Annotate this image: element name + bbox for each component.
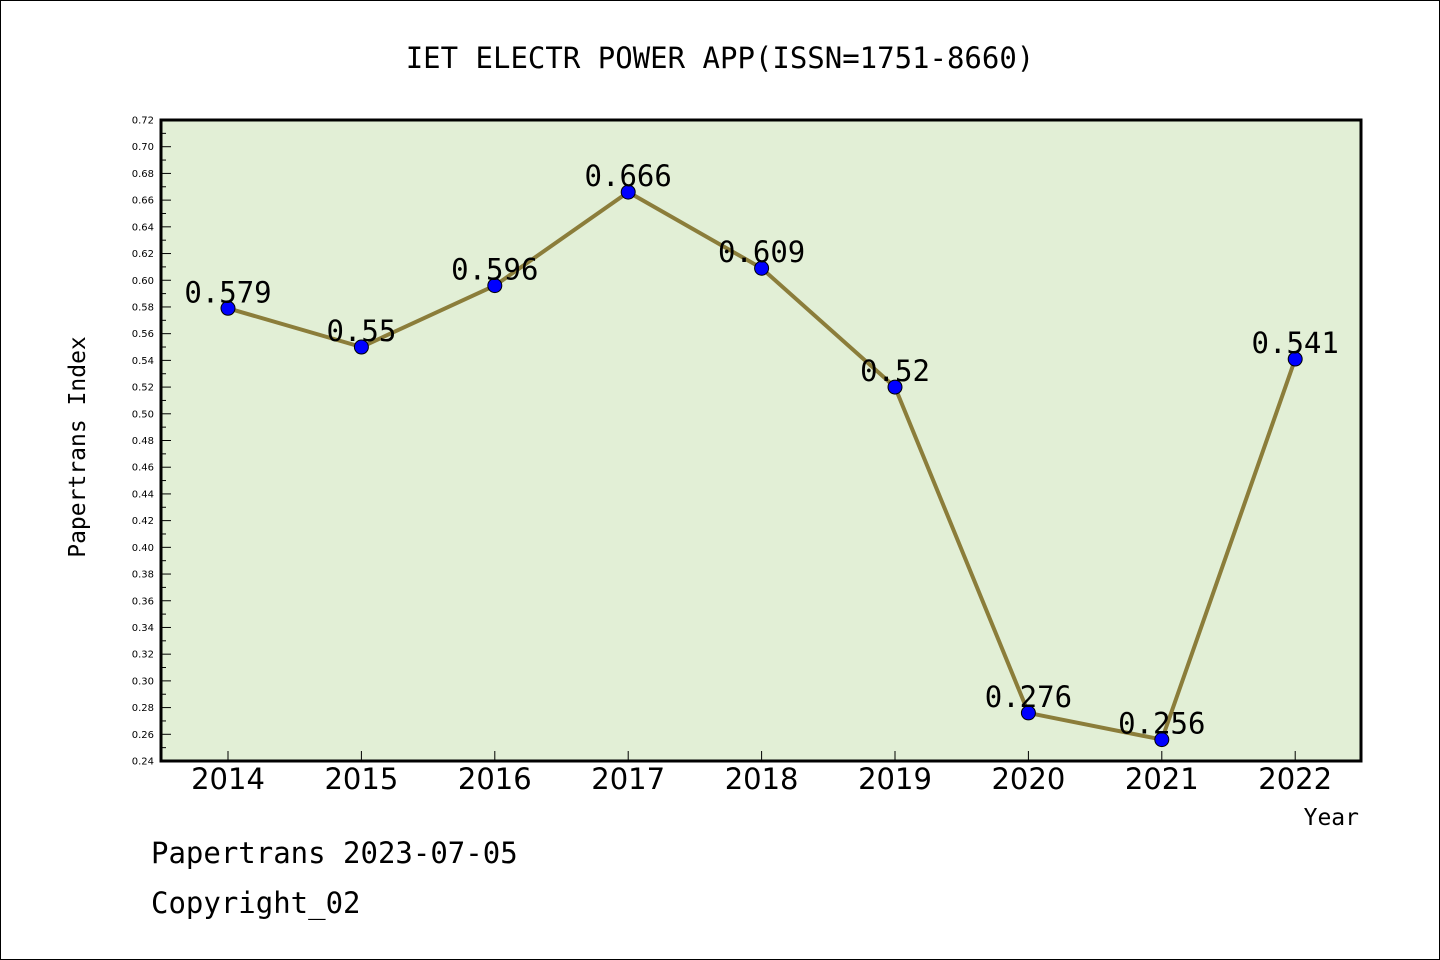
- x-tick-label: 2022: [1258, 762, 1332, 796]
- y-tick-label: 0.62: [132, 249, 154, 260]
- data-label: 0.55: [326, 314, 396, 348]
- y-tick-label: 0.70: [132, 142, 154, 153]
- x-tick-label: 2016: [458, 762, 532, 796]
- y-tick-label: 0.40: [132, 543, 154, 554]
- data-point: [1154, 732, 1170, 748]
- y-tick-label: 0.42: [132, 516, 154, 527]
- y-tick-label: 0.28: [132, 703, 154, 714]
- x-axis-ticks: 2014 2015 2016 2017 2018 2019 2020 2021 2022: [191, 751, 1332, 796]
- x-tick-label: 2014: [191, 762, 265, 796]
- x-tick-label: 2017: [591, 762, 665, 796]
- y-tick-label: 0.30: [132, 676, 154, 687]
- series-layer: [220, 184, 1303, 748]
- y-tick-label: 0.38: [132, 570, 154, 581]
- y-tick-label: 0.34: [132, 623, 154, 634]
- data-label: 0.596: [451, 253, 538, 287]
- data-label: 0.256: [1118, 707, 1205, 741]
- y-tick-label: 0.50: [132, 409, 154, 420]
- data-label: 0.541: [1252, 326, 1339, 360]
- data-label: 0.609: [718, 235, 805, 269]
- data-label: 0.579: [184, 275, 271, 309]
- data-point: [887, 379, 903, 395]
- data-labels-layer: 0.579 0.55 0.596 0.666 0.609 0.52 0.276 0.256 0.…: [184, 159, 1339, 741]
- data-point: [220, 300, 236, 316]
- y-tick-label: 0.32: [132, 650, 154, 661]
- y-tick-label: 0.44: [132, 489, 154, 500]
- footer-copyright: Copyright_02: [151, 886, 361, 920]
- y-tick-label: 0.66: [132, 196, 154, 207]
- x-tick-label: 2021: [1125, 762, 1199, 796]
- data-label: 0.276: [985, 680, 1072, 714]
- y-tick-label: 0.64: [132, 222, 154, 233]
- y-axis-ticks: 0.24 0.26 0.28 0.30 0.32 0.34 0.36 0.38 0.40 0.42…: [132, 116, 171, 768]
- y-tick-label: 0.26: [132, 730, 154, 741]
- y-tick-label: 0.46: [132, 463, 154, 474]
- x-tick-label: 2015: [324, 762, 398, 796]
- data-point: [353, 339, 369, 355]
- y-tick-label: 0.54: [132, 356, 154, 367]
- chart-title: IET ELECTR POWER APP(ISSN=1751-8660): [406, 41, 1035, 75]
- data-label: 0.666: [585, 159, 672, 193]
- data-point: [1287, 351, 1303, 367]
- y-tick-label: 0.58: [132, 302, 154, 313]
- plot-area: [159, 118, 1363, 763]
- x-tick-label: 2019: [858, 762, 932, 796]
- x-tick-label: 2018: [725, 762, 799, 796]
- footer-date: Papertrans 2023-07-05: [151, 836, 518, 870]
- x-tick-label: 2020: [991, 762, 1065, 796]
- data-point: [487, 278, 503, 294]
- y-axis-label: Papertrans Index: [65, 336, 91, 558]
- y-tick-label: 0.72: [132, 116, 154, 127]
- y-tick-label: 0.56: [132, 329, 154, 340]
- data-point: [754, 260, 770, 276]
- data-point: [1020, 705, 1036, 721]
- y-tick-label: 0.52: [132, 383, 154, 394]
- y-tick-label: 0.24: [132, 757, 154, 768]
- data-label: 0.52: [860, 354, 930, 388]
- y-tick-label: 0.68: [132, 169, 154, 180]
- y-tick-label: 0.36: [132, 596, 154, 607]
- y-tick-label: 0.60: [132, 276, 154, 287]
- data-point: [620, 184, 636, 200]
- x-axis-label: Year: [1304, 805, 1359, 831]
- y-tick-label: 0.48: [132, 436, 154, 447]
